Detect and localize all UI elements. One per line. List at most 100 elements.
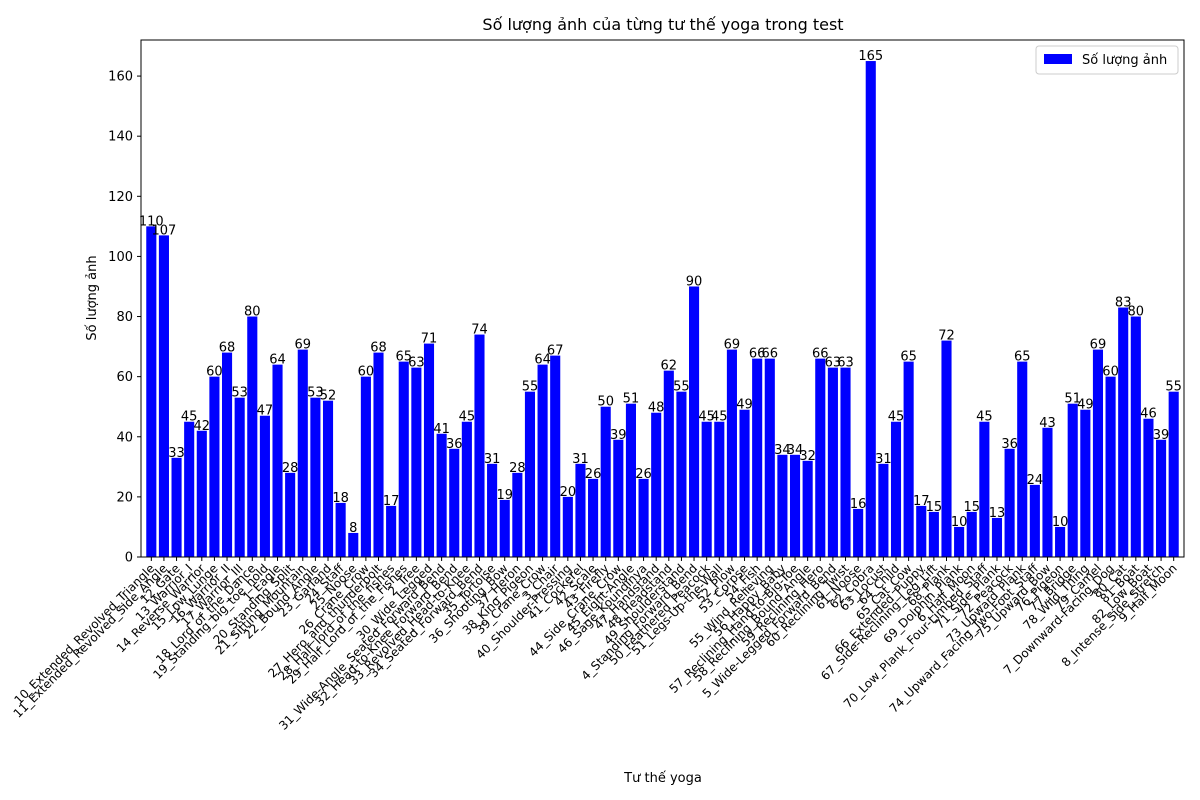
bar-value-label: 80: [244, 305, 261, 320]
bar-value-label: 45: [888, 410, 905, 425]
bar-value-label: 83: [1115, 296, 1132, 311]
bar-51_Legs-Up-the-Wall: [714, 421, 725, 557]
bar-37_Heron: [512, 472, 523, 557]
bar-34_Seated_Forward_Bend: [474, 334, 485, 557]
bar-value-label: 53: [231, 386, 248, 401]
bar-value-label: 55: [522, 380, 539, 395]
bar-value-label: 17: [913, 494, 930, 509]
bar-value-label: 33: [168, 446, 185, 461]
bar-53_Corpse: [739, 409, 750, 557]
legend-label: Số lượng ảnh: [1082, 53, 1167, 68]
bar-40_Shoulder-Pressing: [562, 496, 573, 557]
bar-69_Dolphin_Plank: [954, 526, 965, 557]
y-tick-label: 40: [116, 430, 133, 445]
bar-value-label: 110: [139, 214, 164, 229]
bar-value-label: 65: [900, 350, 917, 365]
bar-52_Plow: [726, 349, 737, 557]
bar-value-label: 55: [1165, 380, 1182, 395]
bar-value-label: 20: [560, 485, 577, 500]
bar-value-label: 45: [181, 410, 198, 425]
bar-36_Shooting_Bow: [499, 499, 510, 557]
bar-4_Standing_Forward_Bend: [689, 286, 700, 557]
bar-value-label: 10: [951, 515, 968, 530]
bar-9_Half_Moon: [1168, 391, 1179, 557]
bar-value-label: 53: [307, 386, 324, 401]
bar-value-label: 45: [459, 410, 476, 425]
bar-66_Extended_Puppy: [916, 505, 927, 557]
bar-26_Crane_Crow: [360, 376, 371, 557]
bar-value-label: 80: [1128, 305, 1145, 320]
bars-group: [146, 61, 1179, 558]
bar-value-label: 39: [610, 428, 627, 443]
bar-value-label: 68: [370, 341, 387, 356]
bar-value-label: 64: [269, 353, 286, 368]
bar-77_Bridge: [1067, 403, 1078, 557]
bar-value-label: 52: [320, 389, 337, 404]
bar-22_Bound_Angle: [310, 397, 321, 557]
bar-value-label: 60: [1102, 365, 1119, 380]
bar-value-label: 67: [547, 344, 564, 359]
bar-value-label: 26: [585, 467, 602, 482]
y-tick-label: 160: [108, 70, 133, 85]
bar-24_Staff: [335, 502, 346, 557]
bar-21_Sitting_Mountain: [297, 349, 308, 557]
bar-value-label: 60: [206, 365, 223, 380]
bar-29_Half_Lord_of_the_Fishes: [398, 361, 409, 557]
legend-swatch: [1044, 54, 1072, 64]
bar-57_Reclining_Hand-to-Big-Toe: [789, 454, 801, 557]
bar-value-label: 28: [282, 461, 299, 476]
bar-value-label: 19: [496, 488, 513, 503]
bar-value-labels: 1101073345426068538047642869535218860681…: [139, 49, 1182, 536]
bar-45_Eight-Angle: [625, 403, 636, 557]
bar-62_Cobra: [865, 61, 876, 557]
bar-value-label: 18: [332, 491, 349, 506]
bar-value-label: 36: [446, 437, 463, 452]
bar-16_Warrior_II: [221, 352, 233, 557]
bar-64_Child: [890, 421, 902, 557]
bar-value-label: 32: [799, 449, 816, 464]
bar-value-label: 51: [1064, 392, 1081, 407]
bar-82_Low_Boat: [1143, 418, 1154, 557]
bar-72_Peacock: [1004, 448, 1015, 557]
bar-value-label: 43: [1039, 416, 1056, 431]
bar-value-label: 63: [408, 356, 425, 371]
bar-79_Camel: [1092, 349, 1104, 557]
bar-38_King_Pigeon: [524, 391, 536, 557]
bar-value-label: 63: [825, 356, 842, 371]
bar-value-label: 55: [673, 380, 690, 395]
bar-27_Hero_and_thunderbolt: [373, 352, 384, 557]
bar-19_Standing_big_toe_hold: [259, 415, 270, 557]
bar-32_Head-to-Knee_Forward_Bend: [449, 448, 460, 557]
bar-39_Crane_Crow: [537, 364, 548, 557]
bar-value-label: 65: [395, 350, 412, 365]
bar-value-label: 26: [635, 467, 652, 482]
bar-33_Revolved_Head-to-Knee: [461, 421, 472, 557]
bar-value-label: 51: [623, 392, 640, 407]
legend: Số lượng ảnh: [1035, 45, 1179, 75]
bar-81_Boat: [1130, 316, 1141, 557]
bar-value-label: 62: [661, 359, 678, 374]
bar-43_Firefly: [600, 406, 611, 557]
bar-50_Feathered_Peacock: [701, 421, 712, 557]
bar-value-label: 10: [1052, 515, 1069, 530]
bar-2_Tree: [411, 367, 422, 557]
bar-value-label: 50: [597, 395, 614, 410]
bar-value-label: 15: [963, 500, 980, 515]
bar-value-label: 13: [989, 506, 1006, 521]
bar-48_Headstand: [663, 370, 674, 557]
bar-46_Sage_Koundinya: [638, 478, 649, 557]
bar-14_Reverse_Warrior: [196, 430, 207, 557]
bar-42_Scale: [588, 478, 599, 557]
bar-value-label: 90: [686, 274, 703, 289]
bar-value-label: 47: [257, 404, 274, 419]
bar-55_Wind_Relieving: [764, 358, 775, 557]
bar-70_Low_Plank_Four-Limbed_Staff: [979, 421, 990, 557]
bar-73_Upward_Plank: [1017, 361, 1028, 557]
bar-value-label: 64: [534, 353, 551, 368]
bar-68_Plank: [941, 340, 952, 557]
y-axis-label: Số lượng ảnh: [85, 255, 100, 340]
bar-value-label: 66: [762, 347, 779, 362]
bar-value-label: 8: [349, 521, 357, 536]
bar-58_Reclining_Bound_Angle: [802, 460, 813, 557]
bar-value-label: 165: [858, 49, 883, 64]
